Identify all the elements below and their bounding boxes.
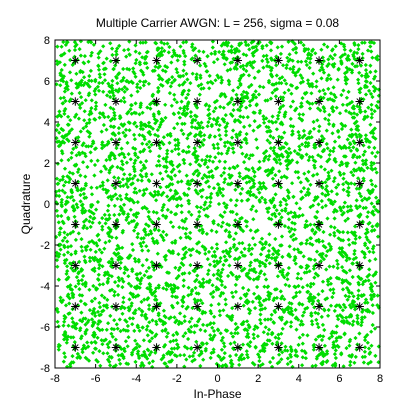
reference-point bbox=[274, 261, 283, 270]
reference-point bbox=[233, 179, 243, 188]
x-tick-label: 4 bbox=[296, 373, 302, 385]
reference-point bbox=[233, 56, 243, 65]
reference-point bbox=[71, 220, 80, 229]
x-axis-label: In-Phase bbox=[193, 387, 241, 401]
reference-point bbox=[233, 343, 243, 352]
y-axis: -8 -6 -4 -2 0 2 4 6 8 bbox=[40, 35, 380, 375]
reference-point bbox=[71, 179, 80, 188]
x-tick-label: 0 bbox=[214, 373, 220, 385]
reference-point bbox=[152, 56, 161, 65]
reference-point bbox=[111, 220, 121, 229]
reference-point bbox=[233, 302, 243, 311]
reference-point bbox=[111, 97, 121, 106]
reference-point bbox=[233, 138, 243, 147]
reference-point bbox=[192, 302, 202, 311]
reference-point bbox=[71, 56, 80, 65]
y-tick-label: 2 bbox=[44, 158, 50, 170]
reference-point bbox=[192, 56, 202, 65]
y-tick-label: -6 bbox=[40, 322, 50, 334]
y-tick-label: -4 bbox=[40, 281, 50, 293]
reference-point bbox=[355, 56, 364, 65]
x-tick-label: 2 bbox=[255, 373, 261, 385]
reference-point bbox=[111, 343, 121, 352]
reference-point bbox=[274, 343, 283, 352]
reference-point bbox=[71, 302, 80, 311]
y-tick-label: 8 bbox=[44, 35, 50, 47]
reference-point bbox=[71, 261, 80, 270]
reference-point bbox=[314, 302, 324, 311]
x-tick-label: -2 bbox=[172, 373, 182, 385]
reference-point bbox=[355, 261, 364, 270]
reference-point bbox=[71, 343, 80, 352]
reference-point bbox=[314, 138, 324, 147]
reference-point bbox=[233, 97, 243, 106]
reference-point bbox=[233, 220, 243, 229]
reference-point bbox=[192, 343, 202, 352]
reference-point bbox=[314, 220, 324, 229]
received-points bbox=[54, 39, 381, 370]
reference-point bbox=[192, 261, 202, 270]
reference-point bbox=[274, 138, 283, 147]
reference-point bbox=[111, 179, 121, 188]
y-tick-label: 0 bbox=[44, 199, 50, 211]
reference-point bbox=[274, 97, 283, 106]
y-tick-label: -8 bbox=[40, 363, 50, 375]
x-tick-label: -4 bbox=[131, 373, 141, 385]
reference-point bbox=[355, 220, 364, 229]
chart-title: Multiple Carrier AWGN: L = 256, sigma = … bbox=[96, 16, 340, 30]
reference-point bbox=[355, 138, 364, 147]
reference-point bbox=[314, 56, 324, 65]
reference-point bbox=[274, 179, 283, 188]
received-point-cloud bbox=[54, 39, 381, 370]
reference-point bbox=[152, 343, 161, 352]
reference-constellation bbox=[71, 56, 364, 352]
reference-point bbox=[152, 261, 161, 270]
reference-point bbox=[152, 302, 161, 311]
x-tick-label: -6 bbox=[91, 373, 101, 385]
reference-point bbox=[314, 179, 324, 188]
x-tick-label: 8 bbox=[377, 373, 383, 385]
reference-point bbox=[192, 179, 202, 188]
reference-point bbox=[192, 220, 202, 229]
reference-point bbox=[355, 343, 364, 352]
reference-point bbox=[152, 97, 161, 106]
reference-point bbox=[111, 56, 121, 65]
reference-point bbox=[355, 97, 364, 106]
reference-point bbox=[152, 179, 161, 188]
plot-area bbox=[54, 39, 381, 370]
reference-point bbox=[355, 302, 364, 311]
reference-point bbox=[314, 97, 324, 106]
reference-point bbox=[152, 138, 161, 147]
y-tick-label: 4 bbox=[44, 117, 50, 129]
y-tick-label: 6 bbox=[44, 76, 50, 88]
reference-point bbox=[314, 261, 324, 270]
x-tick-label: -8 bbox=[50, 373, 60, 385]
reference-point bbox=[274, 302, 283, 311]
reference-point bbox=[152, 220, 161, 229]
reference-point bbox=[192, 97, 202, 106]
reference-point bbox=[71, 97, 80, 106]
reference-point bbox=[233, 261, 243, 270]
x-tick-label: 6 bbox=[336, 373, 342, 385]
x-axis: -8 -6 -4 -2 0 2 4 6 8 bbox=[50, 40, 383, 385]
y-tick-label: -2 bbox=[40, 240, 50, 252]
y-axis-label: Quadrature bbox=[19, 173, 33, 234]
reference-point bbox=[274, 56, 283, 65]
reference-point bbox=[111, 261, 121, 270]
reference-point bbox=[355, 179, 364, 188]
reference-point bbox=[111, 138, 121, 147]
reference-point bbox=[314, 343, 324, 352]
reference-point bbox=[274, 220, 283, 229]
reference-point bbox=[192, 138, 202, 147]
reference-point bbox=[71, 138, 80, 147]
reference-point bbox=[111, 302, 121, 311]
